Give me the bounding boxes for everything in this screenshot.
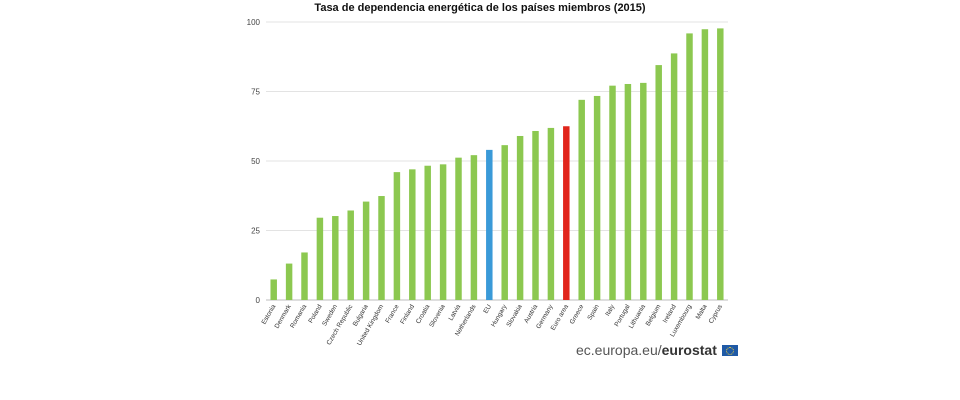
x-tick-label: Spain	[586, 303, 601, 321]
x-tick-label: France	[384, 303, 400, 324]
bar-slovenia	[439, 164, 447, 300]
bar-latvia	[455, 157, 462, 300]
bar-greece	[578, 99, 585, 300]
y-tick-label: 25	[251, 227, 260, 236]
bar-bulgaria	[362, 201, 370, 300]
x-tick-label: Malta	[695, 303, 709, 321]
y-tick-label: 0	[256, 296, 261, 305]
bar-finland	[409, 169, 416, 300]
y-axis-tick-labels: 0 25 50 75 100	[247, 18, 261, 305]
bar-sweden	[332, 216, 339, 300]
source-brand: eurostat	[661, 342, 717, 358]
source-footer: ec.europa.eu/eurostat	[576, 342, 738, 358]
y-tick-label: 75	[251, 88, 260, 97]
bar-austria	[532, 130, 539, 300]
bars	[270, 28, 724, 301]
bar-netherlands	[470, 155, 478, 300]
x-tick-label: Ireland	[662, 303, 678, 324]
bar-belgium	[655, 65, 662, 300]
bar-italy	[609, 85, 616, 300]
y-tick-label: 50	[251, 157, 260, 166]
bar-spain	[593, 95, 601, 300]
x-tick-label: Belgium	[645, 304, 663, 328]
bar-france	[393, 172, 401, 300]
x-tick-label: Austria	[523, 303, 539, 324]
gridlines	[266, 21, 728, 301]
x-tick-label: Cyprus	[708, 303, 725, 325]
bar-lithuania	[640, 82, 647, 300]
bar-denmark	[285, 263, 293, 300]
eu-flag-icon	[721, 345, 738, 356]
x-tick-label: Greece	[569, 303, 586, 325]
bar-eu	[486, 149, 493, 300]
x-tick-label: Latvia	[447, 303, 462, 322]
bar-portugal	[624, 83, 632, 301]
x-tick-label: Italy	[604, 303, 616, 317]
bar-cyprus	[717, 28, 724, 300]
bar-slovakia	[516, 135, 524, 300]
bar-czech-republic	[347, 210, 354, 300]
y-tick-label: 100	[247, 18, 261, 27]
bar-ireland	[670, 53, 678, 300]
bar-poland	[316, 217, 324, 300]
bar-malta	[701, 29, 709, 300]
bar-estonia	[270, 279, 277, 300]
chart-title: Tasa de dependencia energética de los pa…	[314, 2, 646, 14]
bar-germany	[547, 127, 555, 300]
x-tick-label: Poland	[307, 303, 323, 324]
source-domain: ec.europa.eu/	[576, 342, 662, 358]
bar-romania	[301, 252, 308, 300]
bar-hungary	[501, 145, 508, 300]
bar-luxembourg	[686, 33, 693, 301]
bar-croatia	[424, 165, 431, 300]
x-tick-label: Finland	[399, 303, 416, 325]
x-tick-label: EU	[482, 303, 493, 315]
bar-united-kingdom	[378, 196, 385, 300]
bar-euro-area	[563, 126, 570, 300]
